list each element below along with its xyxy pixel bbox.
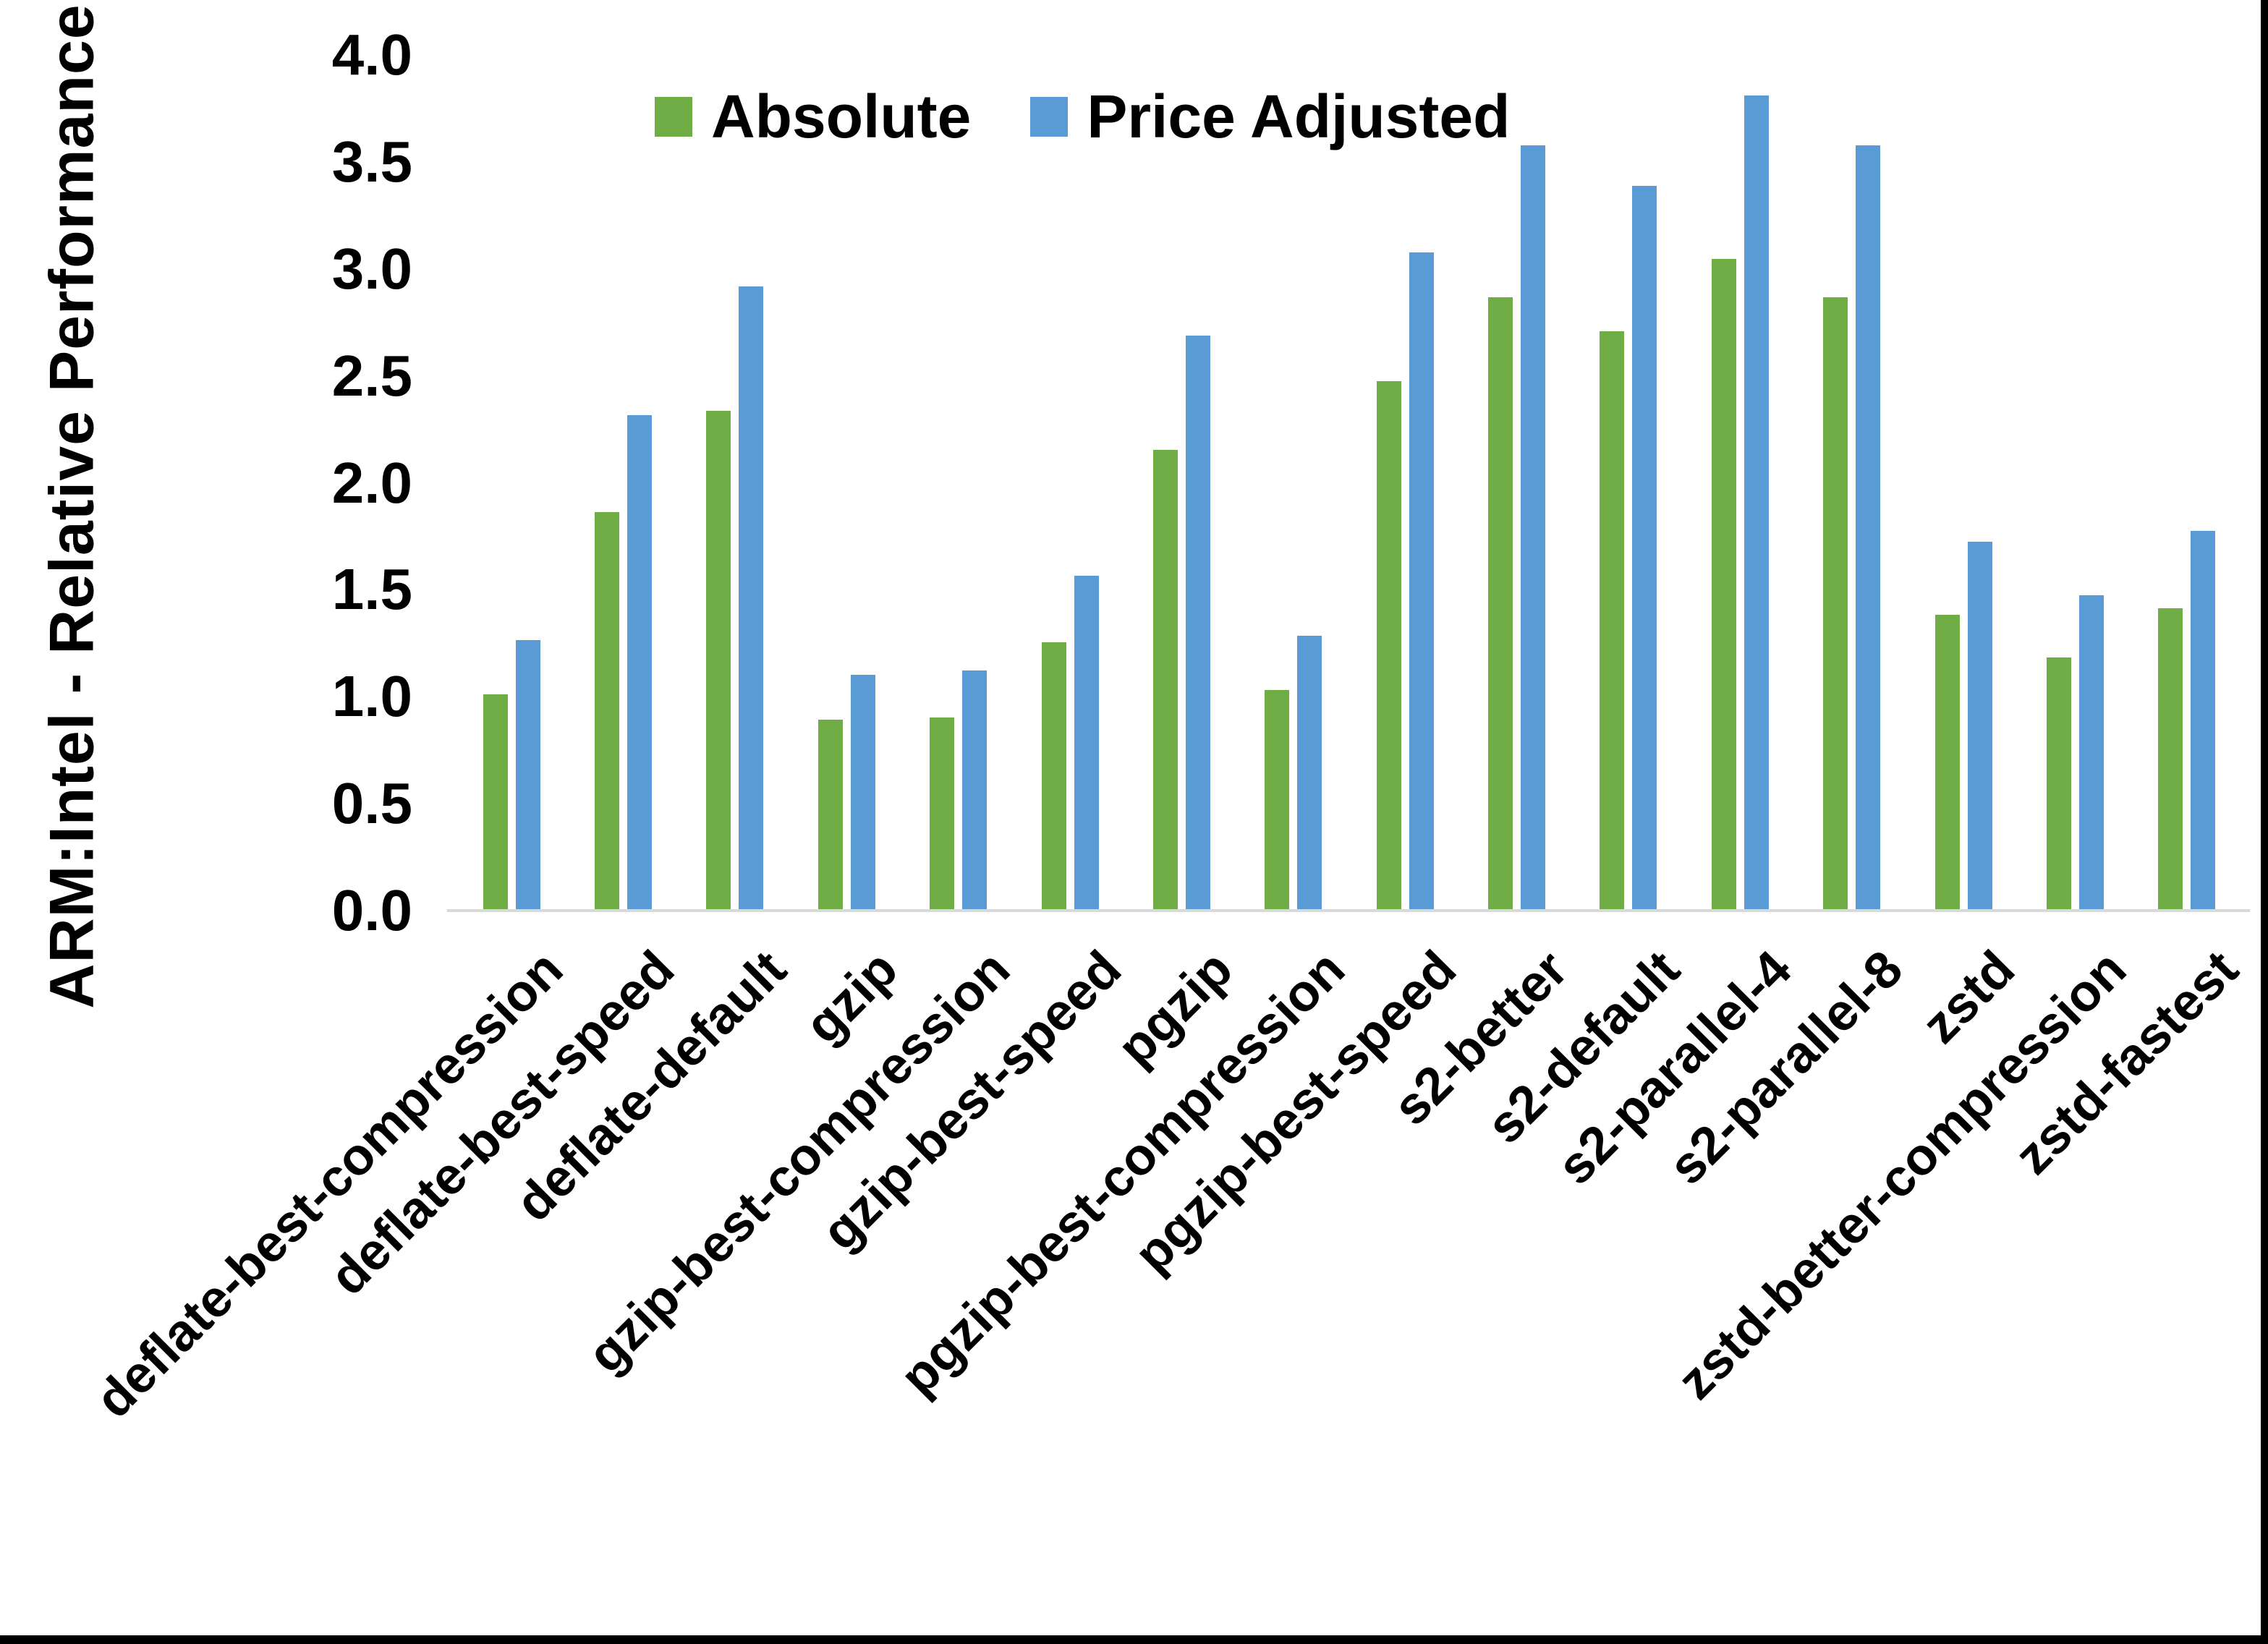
bar-price-adjusted-s2-parallel-8 <box>1856 145 1881 911</box>
bar-price-adjusted-zstd-fastest <box>2191 531 2216 911</box>
bar-absolute-gzip <box>817 720 843 911</box>
bar-price-adjusted-s2-better <box>1521 145 1546 911</box>
bar-group-s2-parallel-8 <box>1796 53 1908 911</box>
y-tick-label-0.0: 0.0 <box>331 878 412 942</box>
bar-group-deflate-best-compression <box>456 53 567 911</box>
bar-group-deflate-default <box>679 53 791 911</box>
y-tick-label-3.0: 3.0 <box>331 236 412 301</box>
bar-price-adjusted-deflate-best-speed <box>627 415 653 911</box>
plot-area <box>456 53 2243 911</box>
bar-group-gzip <box>791 53 902 911</box>
frame-border-right <box>2261 0 2268 1644</box>
x-axis-line <box>447 909 2250 912</box>
legend-swatch-price-adjusted-icon <box>1030 96 1069 137</box>
bar-absolute-gzip-best-compression <box>930 717 955 911</box>
y-tick-label-2.0: 2.0 <box>331 450 412 515</box>
bar-price-adjusted-s2-default <box>1632 185 1657 911</box>
bar-group-zstd-better-compression <box>2019 53 2131 911</box>
y-tick-label-3.5: 3.5 <box>331 129 412 194</box>
bar-absolute-zstd <box>1934 614 1960 911</box>
y-tick-label-4.0: 4.0 <box>331 22 412 87</box>
bar-group-zstd-fastest <box>2131 53 2243 911</box>
legend-swatch-absolute-icon <box>655 96 692 137</box>
legend-item-price-adjusted: Price Adjusted <box>1030 82 1510 152</box>
legend-label-price-adjusted: Price Adjusted <box>1087 82 1511 150</box>
bar-absolute-s2-default <box>1600 331 1625 911</box>
bar-absolute-pgzip-best-speed <box>1376 380 1401 911</box>
bar-price-adjusted-gzip-best-speed <box>1074 576 1099 911</box>
bar-absolute-deflate-best-speed <box>595 511 620 911</box>
y-tick-label-0.5: 0.5 <box>331 771 412 836</box>
bar-absolute-s2-parallel-8 <box>1823 297 1848 911</box>
legend-label-absolute: Absolute <box>711 82 972 150</box>
bar-absolute-gzip-best-speed <box>1041 642 1066 911</box>
bar-group-s2-better <box>1461 53 1572 911</box>
bar-price-adjusted-zstd <box>1967 542 1992 911</box>
bar-absolute-zstd-fastest <box>2158 608 2183 911</box>
bar-price-adjusted-gzip <box>850 674 875 911</box>
bar-absolute-deflate-best-compression <box>483 694 508 911</box>
bar-absolute-s2-better <box>1488 297 1513 911</box>
bar-price-adjusted-deflate-default <box>739 286 764 911</box>
bar-group-zstd <box>1908 53 2019 911</box>
x-axis-label-deflate-best-compression: deflate-best-compression <box>85 940 574 1429</box>
y-tick-label-1.5: 1.5 <box>331 557 412 622</box>
bar-price-adjusted-s2-parallel-4 <box>1744 95 1769 911</box>
bar-price-adjusted-deflate-best-compression <box>515 640 540 911</box>
bar-absolute-zstd-better-compression <box>2046 657 2071 911</box>
bar-group-deflate-best-speed <box>567 53 679 911</box>
bar-price-adjusted-pgzip-best-compression <box>1297 636 1322 911</box>
bar-absolute-deflate-default <box>706 411 731 911</box>
bar-absolute-pgzip <box>1152 449 1178 911</box>
legend-item-absolute: Absolute <box>655 82 971 152</box>
y-axis-title: ARM:Intel - Relative Performance <box>37 4 107 1009</box>
bar-group-gzip-best-speed <box>1014 53 1126 911</box>
bar-absolute-pgzip-best-compression <box>1265 689 1290 911</box>
legend: Absolute Price Adjusted <box>655 78 1510 155</box>
bar-price-adjusted-gzip-best-compression <box>962 670 988 911</box>
bar-group-pgzip-best-speed <box>1349 53 1461 911</box>
bar-group-pgzip-best-compression <box>1238 53 1349 911</box>
bar-price-adjusted-pgzip-best-speed <box>1409 252 1434 911</box>
bar-group-gzip-best-compression <box>903 53 1014 911</box>
y-tick-label-2.5: 2.5 <box>331 343 412 408</box>
bar-price-adjusted-pgzip <box>1185 336 1210 911</box>
bar-absolute-s2-parallel-4 <box>1711 258 1736 911</box>
bar-group-pgzip <box>1126 53 1237 911</box>
bar-group-s2-default <box>1573 53 1684 911</box>
bar-price-adjusted-zstd-better-compression <box>2078 595 2104 911</box>
bar-group-s2-parallel-4 <box>1684 53 1796 911</box>
frame-border-bottom <box>0 1635 2268 1644</box>
y-tick-label-1.0: 1.0 <box>331 664 412 729</box>
